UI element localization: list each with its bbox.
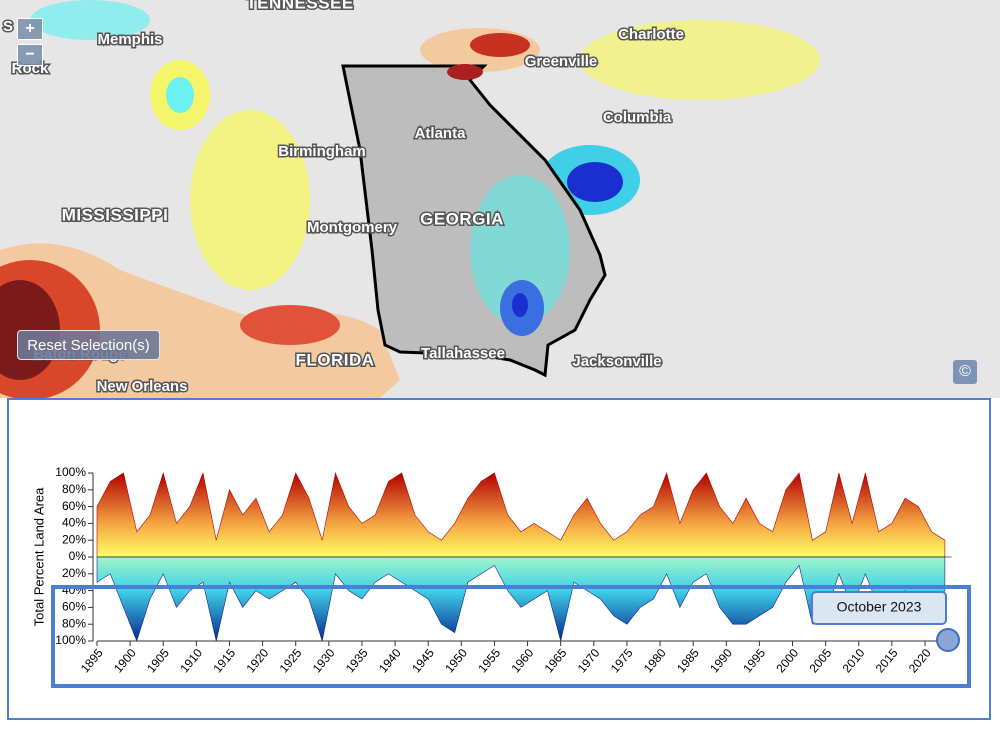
map-label: TENNESSEE [246,0,353,12]
y-tick-label: 20% [62,532,86,546]
reset-button[interactable]: Reset Selection(s) [17,330,160,360]
map-label: Atlanta [415,125,466,142]
y-tick-label: 60% [62,499,86,513]
map-label: MISSISSIPPI [62,205,169,224]
wet-area [567,162,623,202]
tooltip-box [811,591,947,625]
map: TENNESSEE Memphis Charlotte Greenville Colum… [0,0,1000,400]
map-label: Memphis [97,31,162,48]
map-label: Jacksonville [572,353,661,370]
wet-area [166,77,194,113]
y-axis-title: Total Percent Land Area [31,487,46,627]
series-area [96,556,946,642]
y-tick-label: 0% [69,549,87,563]
series-area [96,471,946,558]
map-label: Columbia [603,109,672,126]
map-label: Montgomery [307,219,398,236]
map-label: Charlotte [618,26,684,43]
y-tick-label: 80% [62,616,86,630]
tooltip-text: October 2023 [837,599,922,615]
zoom-in[interactable]: + [17,18,43,40]
map-label: FLORIDA [295,350,374,369]
attribution-button[interactable]: © [953,360,977,384]
drought-area [447,64,483,80]
drought-area [190,110,310,290]
y-tick-label: 100% [55,633,86,647]
map-label: New Orleans [97,378,188,395]
zoom-out[interactable]: − [17,44,43,66]
drought-area [580,20,820,100]
map-label: Greenville [525,53,598,70]
drought-area [470,33,530,57]
selection-handle[interactable] [936,628,960,652]
y-tick-label: 80% [62,482,86,496]
y-tick-label: 60% [62,600,86,614]
map-label: GEORGIA [420,209,504,228]
y-tick-label: 100% [55,465,86,479]
y-tick-label: 40% [62,516,86,530]
selection-box[interactable] [51,585,971,688]
selection: October 2023 [51,585,971,688]
wet-area [470,175,570,325]
y-tick-label: 40% [62,583,86,597]
wet-area [30,0,150,40]
map-label: Tallahassee [421,345,505,362]
y-tick-label: 20% [62,566,86,580]
wet-area [512,293,528,317]
drought-area [240,305,340,345]
map-label: Birmingham [278,143,366,160]
map-label: S [3,18,13,35]
